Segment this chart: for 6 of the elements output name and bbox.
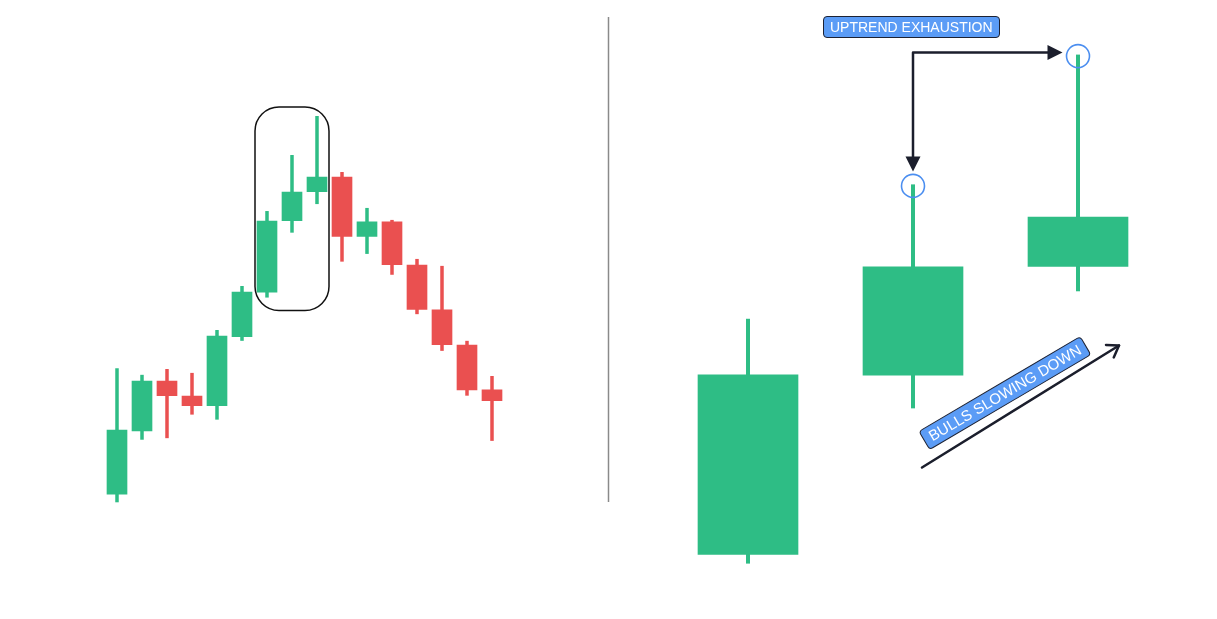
candlestick: [181, 371, 203, 415]
candlestick: [306, 116, 328, 206]
candlestick: [481, 375, 503, 441]
candlestick: [156, 369, 178, 439]
candlestick: [356, 206, 378, 254]
text: UPTREND EXHAUSTION: [823, 16, 1000, 38]
